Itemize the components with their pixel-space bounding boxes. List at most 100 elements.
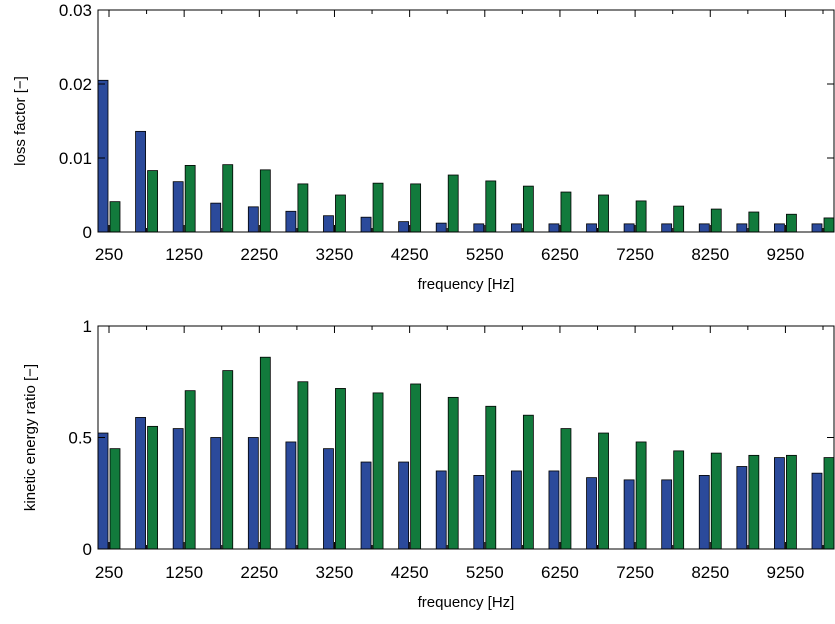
bar-2-s1-12 <box>548 470 560 550</box>
bar-2-s1-16 <box>698 475 710 550</box>
x-tick-label-2-0: 250 <box>95 563 123 582</box>
bar-1-s1-14 <box>623 223 635 233</box>
bar-2-s1-1 <box>135 417 146 550</box>
bar-1-s1-19 <box>811 223 823 233</box>
bar-1-s2-16 <box>710 208 722 233</box>
bar-2-s2-5 <box>297 381 309 550</box>
x-tick-label-1-7: 7250 <box>616 245 654 264</box>
bar-1-s1-0 <box>97 79 109 233</box>
bar-1-s1-9 <box>435 222 447 233</box>
bar-1-s1-17 <box>736 223 748 233</box>
bar-2-s2-8 <box>410 383 422 550</box>
bar-2-s2-16 <box>710 452 722 550</box>
chart-panel-1: 0 0.01 0.02 0.03 250 1250 2250 3250 4250 5250 6250… <box>12 1 835 293</box>
y-axis-label-1: loss factor [−] <box>12 76 29 166</box>
y-tick-label-2-1: 0.5 <box>68 429 92 448</box>
plot-frame-2 <box>97 325 835 550</box>
x-tick-label-2-7: 7250 <box>616 563 654 582</box>
bar-2-s2-18 <box>786 454 797 550</box>
bar-1-s2-0 <box>109 201 121 233</box>
bar-1-s1-16 <box>698 223 710 233</box>
bar-1-s2-12 <box>560 191 572 233</box>
x-tick-label-1-0: 250 <box>95 245 123 264</box>
y-tick-label-1-3: 0.03 <box>59 1 92 20</box>
bar-2-s1-15 <box>661 479 673 550</box>
bar-1-s1-12 <box>548 223 560 233</box>
bar-1-s2-5 <box>297 183 309 233</box>
bar-1-s2-19 <box>823 217 835 233</box>
bar-1-s2-3 <box>222 164 234 233</box>
bar-2-s1-11 <box>510 470 522 550</box>
x-tick-label-2-6: 6250 <box>541 563 579 582</box>
bar-1-s1-18 <box>774 223 785 233</box>
bar-1-s1-10 <box>473 223 485 233</box>
y-tick-label-1-1: 0.01 <box>59 149 92 168</box>
bar-1-s1-15 <box>661 223 673 233</box>
bar-2-s2-9 <box>447 396 459 550</box>
bar-2-s1-6 <box>323 448 334 550</box>
bar-1-s2-4 <box>259 169 271 233</box>
x-axis-label-1: frequency [Hz] <box>418 276 515 293</box>
bar-2-s2-3 <box>222 370 234 550</box>
x-tick-label-1-8: 8250 <box>691 245 729 264</box>
bar-1-s2-10 <box>485 180 497 233</box>
bar-1-s2-9 <box>447 174 459 233</box>
x-tick-label-2-8: 8250 <box>691 563 729 582</box>
x-tick-label-2-1: 1250 <box>165 563 203 582</box>
bar-2-s2-14 <box>635 441 647 550</box>
x-tick-label-2-9: 9250 <box>767 563 805 582</box>
x-tick-label-1-1: 1250 <box>165 245 203 264</box>
bar-1-s2-1 <box>147 170 158 233</box>
bar-1-s1-5 <box>285 210 297 233</box>
x-tick-label-1-2: 2250 <box>240 245 278 264</box>
bar-1-s2-2 <box>184 164 196 233</box>
bar-1-s1-7 <box>360 216 372 233</box>
x-tick-label-1-6: 6250 <box>541 245 579 264</box>
bar-2-s2-6 <box>335 388 346 550</box>
x-tick-label-2-4: 4250 <box>391 563 429 582</box>
bar-1-s2-6 <box>335 194 346 233</box>
y-tick-label-2-2: 1 <box>83 317 92 336</box>
bar-2-s2-10 <box>485 405 497 550</box>
bar-2-s2-15 <box>673 450 685 550</box>
bar-2-s2-2 <box>184 390 196 550</box>
bar-1-s2-13 <box>598 194 609 233</box>
bar-2-s1-8 <box>398 461 410 550</box>
bar-2-s1-10 <box>473 475 485 550</box>
y-tick-label-2-0: 0 <box>83 540 92 559</box>
bar-1-s2-17 <box>748 211 760 233</box>
bar-1-s2-11 <box>522 185 534 233</box>
bar-1-s2-15 <box>673 205 685 233</box>
bar-1-s2-8 <box>410 183 422 233</box>
x-tick-label-1-3: 3250 <box>316 245 354 264</box>
y-axis-label-2: kinetic energy ratio [−] <box>22 364 39 511</box>
x-tick-label-1-5: 5250 <box>466 245 504 264</box>
bar-1-s1-4 <box>247 206 259 233</box>
bar-1-s1-13 <box>586 223 597 233</box>
bar-2-s1-17 <box>736 466 748 550</box>
bar-1-s2-14 <box>635 200 647 233</box>
bar-2-s1-4 <box>247 437 259 550</box>
bar-2-s2-4 <box>259 356 271 550</box>
bar-2-s2-17 <box>748 454 760 550</box>
bar-1-s1-1 <box>135 130 146 233</box>
bar-1-s1-11 <box>510 223 522 233</box>
y-tick-label-1-0: 0 <box>83 223 92 242</box>
plot-frame-1 <box>97 9 835 233</box>
bar-2-s2-19 <box>823 457 835 550</box>
y-tick-label-1-2: 0.02 <box>59 75 92 94</box>
bar-2-s1-7 <box>360 461 372 550</box>
bar-1-s1-2 <box>172 181 184 233</box>
bar-2-s2-1 <box>147 425 158 550</box>
bar-2-s2-0 <box>109 448 121 550</box>
bar-2-s2-7 <box>372 392 384 550</box>
bar-1-s1-8 <box>398 221 410 233</box>
bar-1-s1-3 <box>210 202 222 233</box>
x-tick-label-2-5: 5250 <box>466 563 504 582</box>
bar-2-s1-5 <box>285 441 297 550</box>
x-tick-label-1-9: 9250 <box>767 245 805 264</box>
bar-1-s2-7 <box>372 182 384 233</box>
bar-2-s1-14 <box>623 479 635 550</box>
x-axis-label-2: frequency [Hz] <box>418 594 515 611</box>
